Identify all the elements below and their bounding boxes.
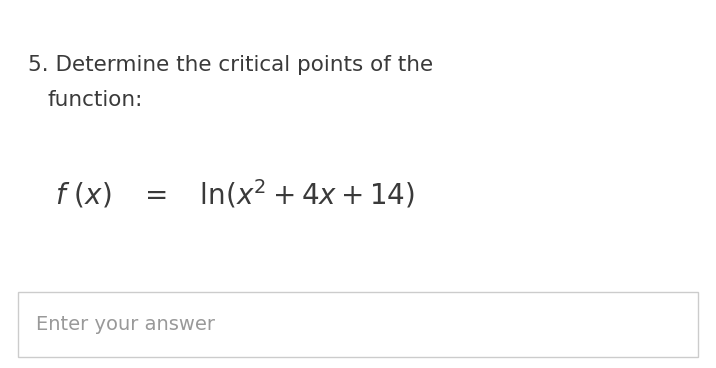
Text: 5. Determine the critical points of the: 5. Determine the critical points of the (28, 55, 433, 75)
Text: Enter your answer: Enter your answer (36, 315, 215, 334)
FancyBboxPatch shape (18, 292, 698, 357)
Text: $f\ (x)\ \ \ =\ \ \ \ln(x^2 + 4x + 14)$: $f\ (x)\ \ \ =\ \ \ \ln(x^2 + 4x + 14)$ (55, 178, 415, 211)
Text: function:: function: (48, 90, 143, 110)
